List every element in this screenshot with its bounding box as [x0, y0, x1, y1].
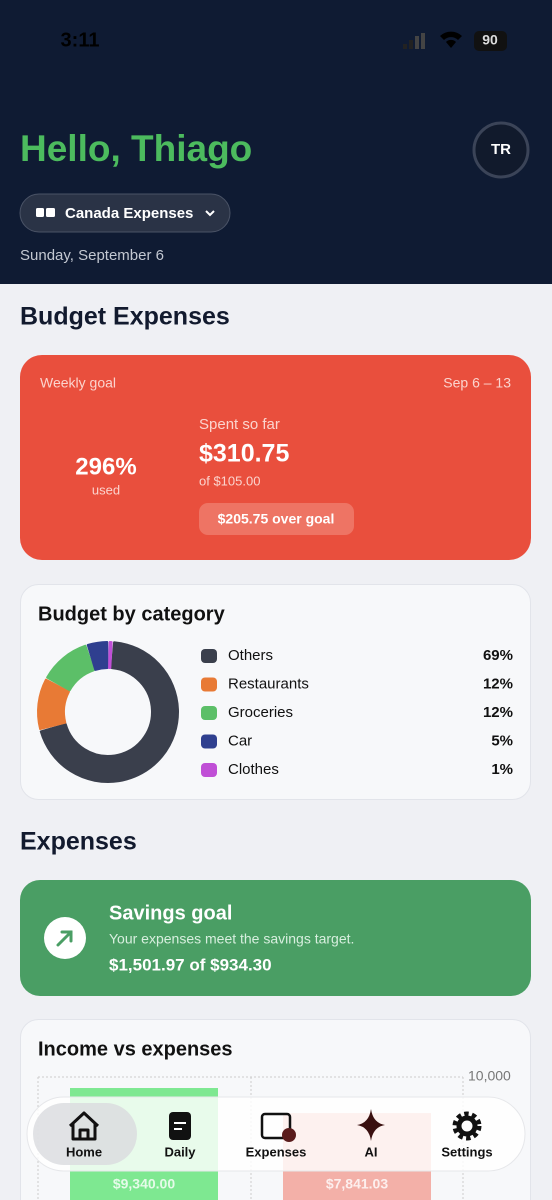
goal-amount: of $105.00	[199, 473, 260, 488]
legend-value: 1%	[491, 761, 513, 778]
section-heading: Expenses	[20, 828, 137, 856]
avatar[interactable]	[472, 121, 530, 179]
percent-used: 296%	[75, 453, 136, 480]
status-time: 3:11	[61, 29, 100, 51]
legend-label: Others	[228, 647, 273, 664]
legend-icon	[201, 706, 217, 720]
avatar-initials: TR	[491, 141, 511, 158]
section-heading: Budget Expenses	[20, 303, 230, 331]
card-title: Budget by category	[38, 603, 226, 625]
card-title: Income vs expenses	[38, 1038, 233, 1060]
account-icon	[36, 208, 44, 217]
greeting: Hello, Thiago	[20, 128, 252, 169]
account-name: Canada Expenses	[65, 205, 193, 222]
tab-label[interactable]: Daily	[164, 1144, 196, 1159]
status-icons	[403, 31, 507, 51]
expenses-icon-clock	[282, 1128, 296, 1142]
savings-amount: $1,501.97 of $934.30	[109, 955, 272, 974]
legend-value: 12%	[483, 675, 513, 692]
savings-card[interactable]	[20, 880, 531, 996]
legend-label: Car	[228, 732, 252, 749]
donut-segment	[37, 678, 70, 731]
y-tick-label: 10,000	[468, 1068, 511, 1084]
tab-label[interactable]: Home	[66, 1144, 102, 1159]
legend-value: 69%	[483, 647, 513, 664]
legend-icon	[201, 649, 217, 663]
legend-icon	[201, 734, 217, 749]
tab-bar	[26, 1096, 526, 1172]
spent-label: Spent so far	[199, 416, 280, 433]
donut-segment	[39, 641, 179, 783]
bar-label: $7,841.03	[326, 1176, 388, 1192]
legend-label: Groceries	[228, 704, 293, 721]
battery: 90	[482, 32, 498, 48]
tab-label[interactable]: AI	[365, 1144, 378, 1159]
home-icon	[68, 1111, 100, 1141]
percent-caption: used	[92, 482, 120, 497]
savings-text: Your expenses meet the savings target.	[109, 931, 354, 947]
daily-icon-lines	[174, 1122, 186, 1130]
legend-icon	[201, 763, 217, 777]
bar-label: $9,340.00	[113, 1176, 175, 1192]
tab-label[interactable]: Settings	[441, 1144, 492, 1159]
donut-segment	[46, 644, 95, 692]
legend: Others 69% Restaurants 12% Groceries 12% Car 5%…	[201, 647, 513, 778]
donut-chart	[37, 641, 179, 783]
ai-icon	[357, 1109, 385, 1141]
expenses-icon	[260, 1112, 292, 1140]
legend-value: 5%	[491, 732, 513, 749]
card-label: Weekly goal	[40, 375, 116, 391]
legend-value: 12%	[483, 704, 513, 721]
over-goal-badge	[199, 503, 354, 535]
arrow-icon	[56, 930, 73, 947]
legend-icon	[201, 677, 217, 692]
savings-title: Savings goal	[109, 902, 232, 924]
card-range: Sep 6 – 13	[443, 375, 511, 391]
chevron	[205, 210, 215, 217]
tab-label[interactable]: Expenses	[246, 1144, 307, 1159]
over-goal: $205.75 over goal	[218, 511, 335, 527]
donut-segment	[108, 641, 113, 670]
legend-label: Restaurants	[228, 675, 309, 692]
settings-icon	[456, 1115, 478, 1137]
daily-icon	[169, 1112, 191, 1140]
spent-amount: $310.75	[199, 440, 289, 468]
weekly-goal-card[interactable]	[20, 355, 531, 560]
header-bg	[0, 0, 552, 284]
account-selector[interactable]	[19, 193, 231, 233]
tab-labels: Home Daily Expenses AI Settings	[66, 1144, 493, 1159]
settings-icon	[452, 1111, 482, 1141]
legend-label: Clothes	[228, 761, 279, 778]
donut-segment	[86, 641, 109, 671]
account-icon	[46, 208, 55, 217]
active-tab-bg	[33, 1103, 137, 1165]
date: Sunday, September 6	[20, 247, 164, 264]
